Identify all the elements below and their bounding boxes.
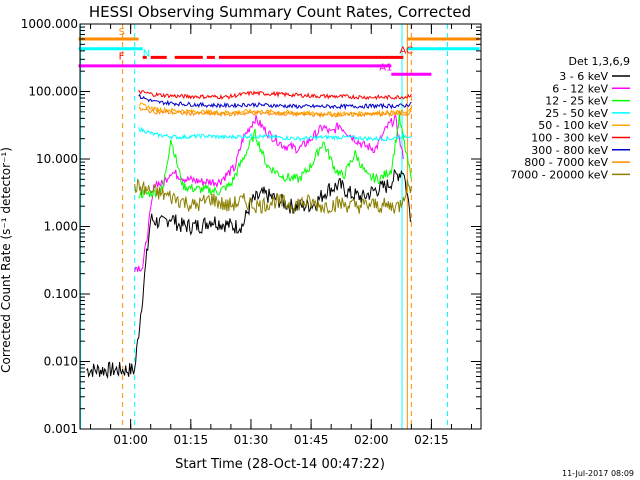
y-tick-label-3: 1.000 [44,220,78,234]
footer-timestamp: 11-Jul-2017 08:09 [562,469,634,478]
legend-label-1: 6 - 12 keV [552,82,608,95]
y-tick-label-0: 1000.000 [21,17,78,31]
series-line-5 [138,89,412,101]
legend-label-8: 7000 - 20000 keV [510,168,608,181]
y-tick-label-2: 10.000 [36,152,78,166]
legend-label-0: 3 - 6 keV [559,70,608,83]
x-tick-label-0: 01:00 [113,433,148,447]
series-line-0 [86,168,412,380]
vertical-markers [80,24,448,429]
series-line-8 [134,178,412,215]
x-tick-label-3: 01:45 [294,433,329,447]
series-line-3 [138,126,412,142]
legend-label-4: 50 - 100 keV [538,119,608,132]
flag-label-s: S [119,27,125,38]
legend-label-6: 300 - 800 keV [531,144,608,157]
series-line-7 [138,106,412,119]
x-tick-label-4: 02:00 [354,433,389,447]
flag-bars: S N F AC A1 [78,27,480,76]
y-tick-label-4: 0.100 [44,287,78,301]
x-tick-label-5: 02:15 [414,433,449,447]
flag-label-f: F [119,51,125,62]
series-lines [86,89,412,380]
plot-frame [79,23,482,430]
x-tick-label-1: 01:15 [174,433,209,447]
series-line-2 [138,113,412,199]
series-line-6 [138,93,412,111]
x-tick-label-2: 01:30 [234,433,269,447]
flag-label-n: N [143,49,150,60]
y-tick-label-5: 0.010 [44,355,78,369]
flag-label-a1: A1 [379,62,392,73]
legend-label-2: 12 - 25 keV [545,95,608,108]
flag-label-ac: AC [399,45,413,56]
y-tick-label-6: 0.001 [44,422,78,436]
x-axis-label: Start Time (28-Oct-14 00:47:22) [175,457,385,472]
legend-label-7: 800 - 7000 keV [524,156,608,169]
legend-title: Det 1,3,6,9 [568,55,630,68]
y-axis-label: Corrected Count Rate (s⁻¹ detector⁻¹) [0,147,13,373]
legend-label-5: 100 - 300 keV [531,132,608,145]
legend-label-3: 25 - 50 keV [545,107,608,120]
axes: 1000.000 100.000 10.000 1.000 0.100 0.010 0.00… [21,17,481,447]
chart-title: HESSI Observing Summary Count Rates, Cor… [89,3,471,21]
series-line-1 [134,113,404,273]
y-tick-label-1: 100.000 [28,85,78,99]
